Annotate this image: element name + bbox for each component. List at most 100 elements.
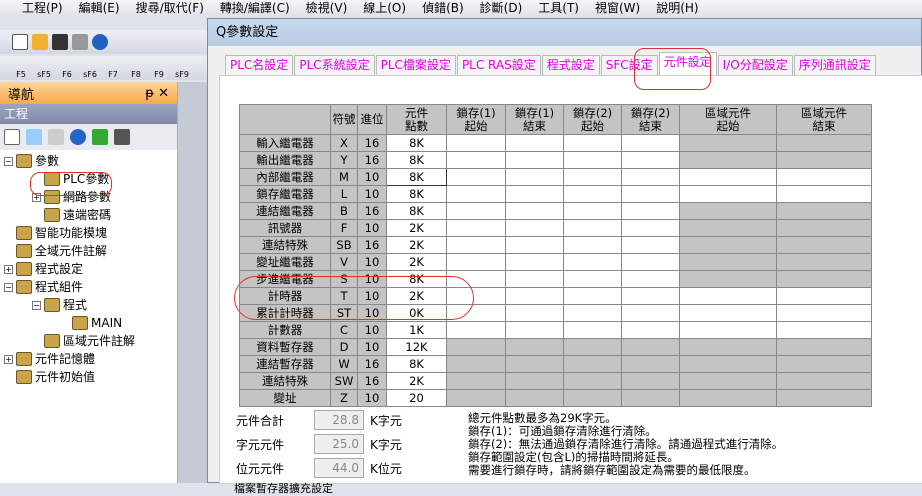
- latch-range-cell[interactable]: [776, 321, 872, 339]
- latch-range-cell[interactable]: [563, 202, 622, 220]
- latch-range-cell[interactable]: [505, 134, 564, 152]
- latch-range-cell[interactable]: [679, 185, 777, 203]
- settings-dropdown-icon[interactable]: [114, 129, 130, 145]
- latch-range-cell[interactable]: [563, 372, 622, 390]
- info-icon[interactable]: [70, 129, 86, 145]
- latch-range-cell[interactable]: [679, 219, 777, 237]
- latch-range-cell[interactable]: [679, 151, 777, 169]
- latch-range-cell[interactable]: [621, 287, 680, 305]
- latch-range-cell[interactable]: [679, 355, 777, 373]
- point-count[interactable]: 8K: [386, 185, 447, 203]
- latch-range-cell[interactable]: [679, 338, 777, 356]
- tree-item[interactable]: 智能功能模塊: [4, 224, 107, 242]
- latch-range-cell[interactable]: [505, 287, 564, 305]
- latch-range-cell[interactable]: [776, 151, 872, 169]
- latch-range-cell[interactable]: [679, 202, 777, 220]
- menu-item[interactable]: 診斷(D): [479, 1, 523, 15]
- open-folder-icon[interactable]: [32, 34, 48, 50]
- latch-range-cell[interactable]: [446, 338, 506, 356]
- menu-item[interactable]: 搜尋/取代(F): [135, 1, 204, 15]
- latch-range-cell[interactable]: [776, 355, 872, 373]
- latch-range-cell[interactable]: [563, 270, 622, 288]
- point-count[interactable]: 8K: [386, 151, 447, 169]
- latch-range-cell[interactable]: [563, 338, 622, 356]
- tab[interactable]: PLC RAS設定: [456, 55, 541, 75]
- latch-range-cell[interactable]: [505, 372, 564, 390]
- latch-range-cell[interactable]: [505, 338, 564, 356]
- latch-range-cell[interactable]: [776, 304, 872, 322]
- latch-range-cell[interactable]: [505, 355, 564, 373]
- latch-range-cell[interactable]: [505, 270, 564, 288]
- latch-range-cell[interactable]: [505, 304, 564, 322]
- tree-item[interactable]: PLC參數: [32, 170, 109, 188]
- latch-range-cell[interactable]: [563, 287, 622, 305]
- latch-range-cell[interactable]: [679, 270, 777, 288]
- help-icon[interactable]: [92, 34, 108, 50]
- expand-icon[interactable]: +: [32, 192, 41, 202]
- tree-item[interactable]: MAIN: [60, 314, 122, 332]
- latch-range-cell[interactable]: [446, 287, 506, 305]
- latch-range-cell[interactable]: [563, 134, 622, 152]
- latch-range-cell[interactable]: [679, 134, 777, 152]
- ladder-key-button[interactable]: F5: [16, 70, 26, 79]
- ladder-key-button[interactable]: sF5: [37, 70, 51, 79]
- menu-item[interactable]: 編輯(E): [78, 1, 120, 15]
- point-count[interactable]: 2K: [386, 219, 447, 237]
- latch-range-cell[interactable]: [563, 168, 622, 186]
- expand-icon[interactable]: +: [4, 264, 13, 274]
- tree-item[interactable]: − 參數: [4, 152, 59, 170]
- refresh-icon[interactable]: [92, 129, 108, 145]
- latch-range-cell[interactable]: [621, 321, 680, 339]
- latch-range-cell[interactable]: [563, 389, 622, 407]
- latch-range-cell[interactable]: [621, 168, 680, 186]
- latch-range-cell[interactable]: [446, 185, 506, 203]
- latch-range-cell[interactable]: [776, 270, 872, 288]
- latch-range-cell[interactable]: [446, 321, 506, 339]
- ladder-key-button[interactable]: F6: [62, 70, 72, 79]
- ladder-key-button[interactable]: F8: [131, 70, 141, 79]
- point-count[interactable]: 8K: [386, 202, 447, 220]
- tree-item[interactable]: + 元件記憶體: [4, 350, 95, 368]
- point-count[interactable]: 8K: [386, 134, 447, 152]
- save-icon[interactable]: [52, 34, 68, 50]
- tree-item[interactable]: − 程式組件: [4, 278, 83, 296]
- latch-range-cell[interactable]: [446, 304, 506, 322]
- latch-range-cell[interactable]: [621, 185, 680, 203]
- point-count[interactable]: 2K: [386, 253, 447, 271]
- tab[interactable]: 序列通訊設定: [793, 55, 876, 75]
- tree-item[interactable]: 區域元件註解: [32, 332, 135, 350]
- latch-range-cell[interactable]: [505, 185, 564, 203]
- point-count[interactable]: 8K: [386, 355, 447, 373]
- latch-range-cell[interactable]: [679, 389, 777, 407]
- latch-range-cell[interactable]: [505, 202, 564, 220]
- menu-item[interactable]: 轉換/編譯(C): [219, 1, 290, 15]
- latch-range-cell[interactable]: [776, 219, 872, 237]
- menu-item[interactable]: 說明(H): [656, 1, 699, 15]
- point-count[interactable]: 12K: [386, 338, 447, 356]
- latch-range-cell[interactable]: [679, 321, 777, 339]
- copy-icon[interactable]: [26, 129, 42, 145]
- latch-range-cell[interactable]: [563, 253, 622, 271]
- point-count[interactable]: 2K: [386, 372, 447, 390]
- tree-item[interactable]: 元件初始值: [4, 368, 95, 386]
- point-count[interactable]: 1K: [386, 321, 447, 339]
- menu-item[interactable]: 工具(T): [538, 1, 579, 15]
- menu-item[interactable]: 視窗(W): [594, 1, 641, 15]
- point-count[interactable]: 0K: [386, 304, 447, 322]
- latch-range-cell[interactable]: [776, 168, 872, 186]
- pin-icon[interactable]: ᵽ: [145, 85, 154, 101]
- latch-range-cell[interactable]: [621, 219, 680, 237]
- latch-range-cell[interactable]: [505, 321, 564, 339]
- close-icon[interactable]: ✕: [158, 85, 169, 101]
- latch-range-cell[interactable]: [563, 236, 622, 254]
- latch-range-cell[interactable]: [446, 253, 506, 271]
- tree-item[interactable]: 全域元件註解: [4, 242, 107, 260]
- collapse-icon[interactable]: −: [32, 300, 41, 310]
- print-icon[interactable]: [72, 34, 88, 50]
- latch-range-cell[interactable]: [505, 168, 564, 186]
- latch-range-cell[interactable]: [505, 151, 564, 169]
- tab[interactable]: SFC設定: [600, 55, 658, 75]
- latch-range-cell[interactable]: [505, 219, 564, 237]
- latch-range-cell[interactable]: [446, 151, 506, 169]
- latch-range-cell[interactable]: [679, 304, 777, 322]
